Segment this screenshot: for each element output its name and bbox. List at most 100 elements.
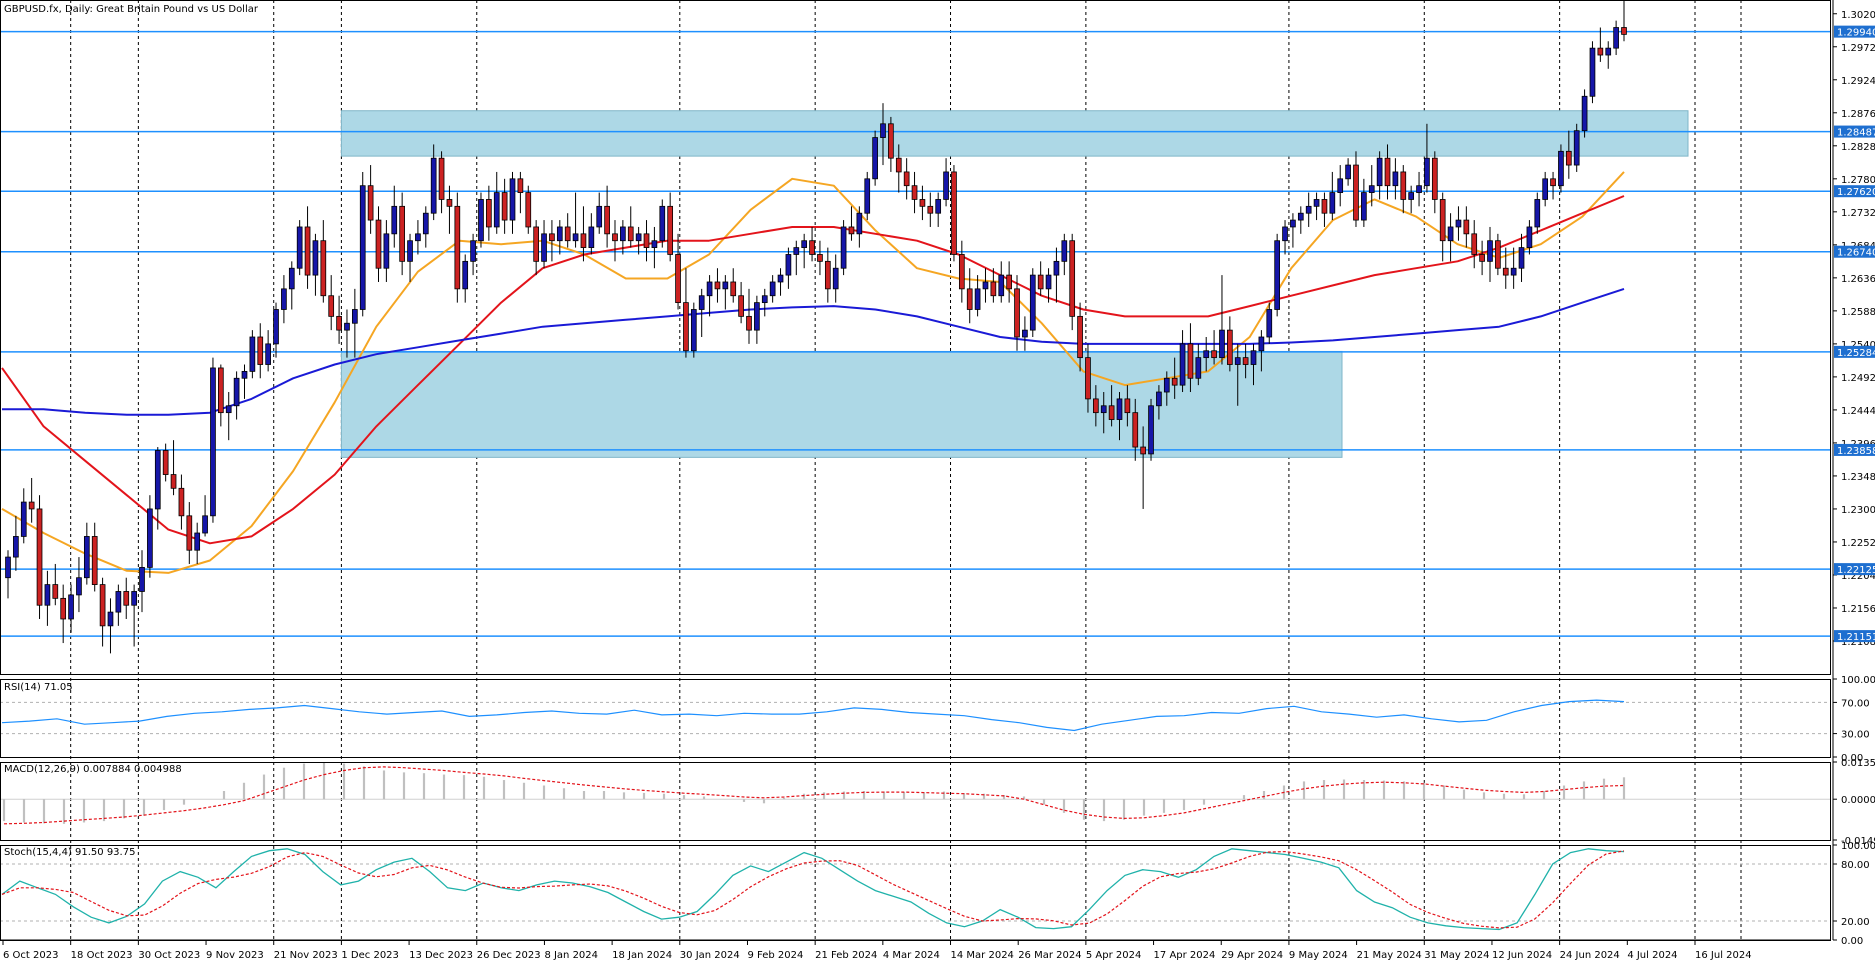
candle-body (1605, 47, 1612, 56)
candle-body (919, 199, 926, 207)
candle-body (1037, 274, 1044, 290)
candle-body (1297, 212, 1304, 221)
level-price-label: 1.28487 (1837, 128, 1875, 139)
candle-body (486, 199, 492, 228)
candle-body (533, 226, 539, 262)
candle-body (107, 611, 114, 627)
level-price-label: 1.29940 (1837, 28, 1875, 39)
candle-body (375, 219, 382, 269)
candle-body (1313, 199, 1320, 207)
candle-body (383, 233, 390, 269)
candle-body (832, 267, 839, 290)
price-tick-label: 1.27320 (1841, 208, 1875, 219)
candle-body (911, 185, 918, 200)
candle-body (690, 309, 697, 352)
candle-body (1597, 47, 1604, 56)
price-tick-label: 1.27800 (1841, 175, 1875, 186)
price-tick-label: 1.25880 (1841, 307, 1875, 318)
stoch-label: Stoch(15,4,4) 91.50 93.75 (4, 847, 135, 858)
candle-body (1219, 329, 1225, 359)
candles (5, 0, 1627, 654)
candle-body (76, 577, 82, 596)
candle-body (698, 295, 705, 310)
candle-body (1431, 157, 1438, 200)
candle-body (320, 240, 327, 297)
candle-body (139, 566, 145, 592)
candle-body (36, 508, 43, 606)
macd-panel-frame (0, 762, 1831, 841)
candle-body (580, 233, 587, 248)
price-tick-label: 1.29240 (1841, 76, 1875, 87)
candle-body (1006, 274, 1012, 290)
candle-body (793, 247, 800, 255)
candle-body (430, 157, 437, 214)
candle-body (769, 281, 776, 297)
candle-body (1361, 192, 1367, 221)
candle-body (202, 515, 208, 534)
candle-body (1290, 219, 1296, 228)
candle-body (966, 288, 973, 310)
candle-body (604, 205, 610, 235)
macd-label: MACD(12,26,9) 0.007884 0.004988 (4, 764, 182, 775)
candle-body (359, 185, 366, 310)
candle-body (446, 199, 453, 207)
candle-body (856, 212, 863, 235)
candle-body (493, 192, 500, 228)
price-tick-label: 1.23000 (1841, 505, 1875, 516)
level-price-tag (1834, 630, 1875, 643)
candle-body (888, 123, 894, 159)
date-label: 18 Oct 2023 (71, 950, 133, 961)
candle-body (336, 315, 342, 331)
candle-body (1045, 274, 1052, 290)
date-label: 12 Jun 2024 (1492, 950, 1552, 961)
candle-body (675, 254, 681, 304)
sub-panels (0, 699, 1830, 931)
candle-body (596, 205, 603, 228)
date-label: 8 Jan 2024 (544, 950, 598, 961)
candle-body (1463, 219, 1470, 235)
candle-body (935, 199, 942, 214)
candle-body (1282, 226, 1288, 242)
candle-body (60, 597, 67, 620)
rsi-tick-label: 70.00 (1841, 698, 1870, 709)
candle-body (1392, 171, 1399, 187)
candle-body (1337, 178, 1344, 193)
candle-body (241, 370, 248, 379)
candle-body (162, 450, 169, 475)
candle-body (880, 123, 886, 138)
candle-body (194, 532, 201, 551)
rsi-label: RSI(14) 71.05 (4, 682, 73, 693)
candle-body (659, 205, 666, 242)
candle-body (438, 157, 445, 200)
date-label: 13 Dec 2023 (409, 950, 473, 961)
candle-body (1510, 267, 1517, 276)
candle-body (1069, 240, 1076, 317)
level-price-label: 1.27620 (1837, 187, 1875, 198)
date-label: 9 Nov 2023 (206, 950, 264, 961)
date-label: 21 Nov 2023 (274, 950, 338, 961)
candle-body (1077, 315, 1083, 359)
candle-body (257, 336, 264, 365)
level-price-label: 1.26740 (1837, 248, 1875, 259)
candle-body (730, 281, 737, 297)
candle-body (399, 205, 405, 262)
candle-body (470, 240, 476, 262)
candle-body (541, 233, 547, 262)
candle-body (1100, 405, 1107, 414)
candle-body (154, 450, 161, 510)
candle-body (1447, 226, 1454, 242)
date-label: 6 Oct 2023 (3, 950, 58, 961)
candle-body (1613, 27, 1619, 49)
candle-body (1250, 350, 1257, 365)
candle-body (903, 171, 910, 187)
candle-body (1550, 178, 1556, 187)
stoch-tick-label: 0.00 (1841, 936, 1863, 947)
candle-body (990, 281, 997, 297)
candle-body (123, 591, 130, 606)
level-price-tag (1834, 563, 1875, 576)
candle-body (501, 192, 508, 221)
candle-body (415, 233, 421, 242)
candle-body (20, 501, 27, 537)
